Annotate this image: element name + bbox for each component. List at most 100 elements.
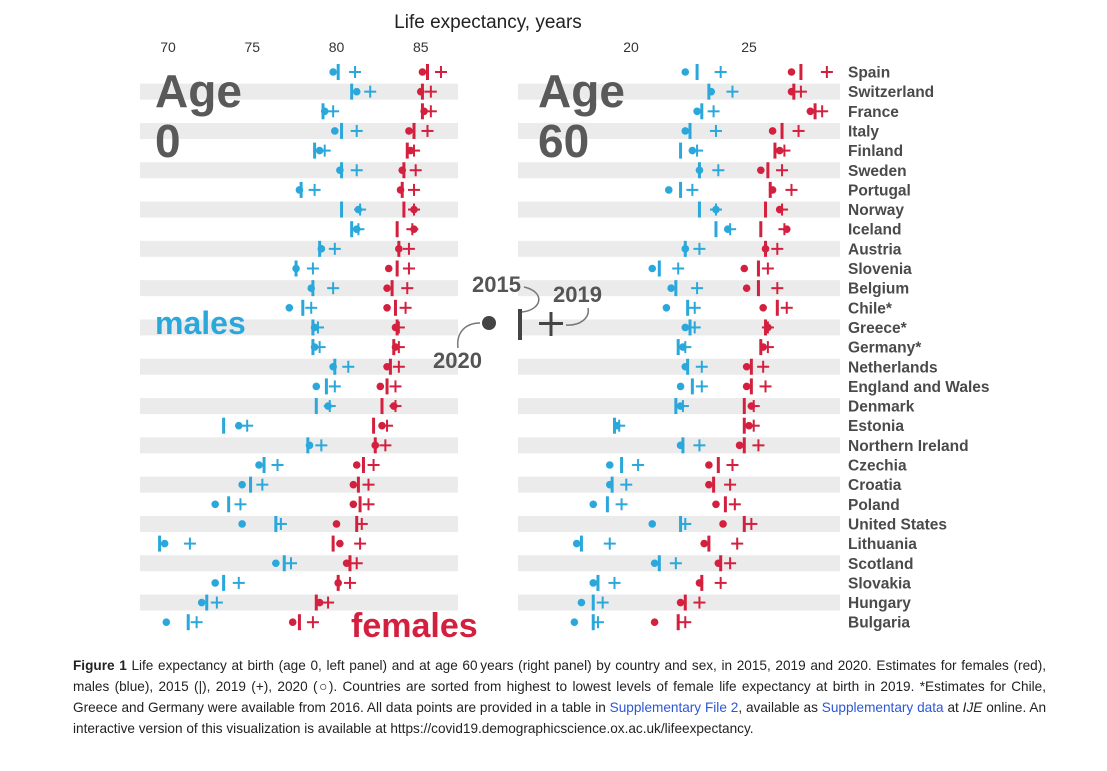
mark-2019 — [693, 242, 706, 255]
mark-2020 — [681, 68, 690, 76]
mark-2020 — [742, 382, 751, 391]
country-label: Switzerland — [848, 84, 934, 101]
mark-2015 — [674, 280, 678, 297]
mark-2019 — [434, 66, 447, 78]
mark-2019 — [327, 282, 340, 295]
mark-2019 — [379, 439, 392, 452]
life-expectancy-chart: 70 75 80 85 20 25 Life expectancy, years Age … — [140, 12, 990, 645]
females-label: females — [351, 607, 478, 645]
mark-2020 — [705, 480, 713, 489]
mark-2015 — [412, 122, 416, 139]
mark-2020 — [768, 127, 777, 135]
mark-2015 — [336, 64, 340, 80]
row-band — [518, 162, 840, 179]
mark-2020 — [398, 166, 407, 175]
mark-2015 — [395, 221, 399, 238]
mark-2020 — [288, 618, 297, 626]
mark-2020 — [757, 166, 765, 175]
legend-2020-text: 2020 — [433, 348, 482, 373]
mark-2019 — [364, 85, 377, 98]
mark-2019 — [409, 164, 422, 177]
mark-2015 — [402, 201, 406, 218]
row-band — [140, 162, 458, 179]
country-label: England and Wales — [848, 379, 990, 396]
mark-2020 — [768, 186, 777, 194]
mark-2020 — [648, 520, 657, 528]
supplementary-data-link[interactable]: Supplementary data — [821, 700, 944, 715]
row-band — [140, 476, 458, 493]
tick-label-age0: 80 — [329, 39, 345, 55]
mark-2019 — [402, 242, 415, 255]
mark-2015 — [350, 83, 354, 100]
mark-2020 — [740, 264, 749, 273]
mark-2019 — [620, 478, 633, 491]
mark-2020 — [681, 245, 690, 253]
mark-2019 — [424, 105, 437, 118]
mark-2019 — [274, 517, 287, 530]
mark-2019 — [350, 557, 363, 570]
mark-2019 — [693, 439, 706, 452]
mark-2015 — [361, 457, 365, 473]
mark-2015 — [764, 201, 768, 218]
mark-2019 — [322, 596, 335, 609]
mark-2020 — [315, 598, 324, 607]
mark-2019 — [591, 616, 604, 629]
mark-2019 — [785, 183, 798, 196]
supplementary-file-link[interactable]: Supplementary File 2 — [609, 700, 739, 715]
legend-2019-plus — [539, 312, 563, 336]
country-label: Estonia — [848, 418, 904, 435]
country-label: Chile* — [848, 300, 893, 317]
mark-2019 — [794, 85, 807, 98]
mark-2015 — [657, 555, 661, 572]
mark-2020 — [719, 520, 727, 528]
mark-2020 — [383, 362, 391, 371]
legend-2015-connector — [521, 286, 540, 313]
row-band — [518, 476, 840, 493]
mark-2015 — [620, 457, 624, 473]
mark-2020 — [305, 441, 314, 450]
mark-2015 — [301, 299, 305, 316]
mark-2015 — [350, 221, 354, 238]
mark-2019 — [752, 439, 765, 452]
mark-2019 — [615, 498, 628, 511]
row-band — [140, 240, 458, 257]
mark-2015 — [249, 476, 253, 493]
mark-2020 — [700, 539, 708, 548]
mark-2015 — [773, 142, 777, 159]
mark-2015 — [372, 417, 376, 434]
mark-2019 — [820, 66, 833, 78]
mark-2020 — [676, 441, 685, 450]
mark-2020 — [336, 539, 344, 548]
mark-2019 — [354, 537, 367, 550]
mark-2020 — [759, 304, 767, 312]
caption-part1: Life expectancy at birth (age 0, left pa… — [73, 658, 1047, 715]
mark-2020 — [613, 421, 621, 430]
mark-2015 — [395, 260, 399, 277]
mark-2019 — [596, 596, 609, 609]
mark-2019 — [714, 576, 727, 589]
mark-2015 — [393, 299, 397, 316]
mark-2019 — [401, 282, 414, 295]
mark-2019 — [688, 301, 701, 314]
mark-2015 — [775, 299, 779, 316]
mark-2015 — [700, 103, 704, 120]
mark-2019 — [672, 262, 685, 275]
mark-2019 — [210, 596, 223, 609]
mark-2015 — [340, 122, 344, 139]
mark-2020 — [405, 127, 413, 135]
mark-2020 — [349, 480, 358, 489]
mark-2019 — [362, 498, 375, 511]
mark-2019 — [757, 360, 770, 373]
row-band — [140, 515, 458, 532]
mark-2019 — [679, 517, 692, 530]
mark-2020 — [605, 461, 614, 469]
mark-2020 — [735, 441, 744, 450]
mark-2015 — [222, 574, 226, 591]
mark-2020 — [695, 166, 704, 175]
mark-2015 — [186, 614, 190, 631]
mark-2020 — [742, 284, 751, 292]
mark-2019 — [726, 459, 739, 471]
mark-2020 — [383, 304, 391, 312]
mark-2015 — [324, 378, 328, 395]
mark-2020 — [712, 500, 720, 509]
